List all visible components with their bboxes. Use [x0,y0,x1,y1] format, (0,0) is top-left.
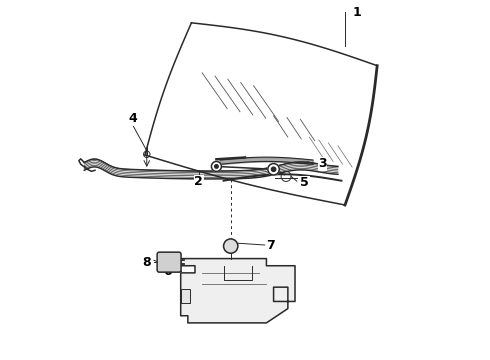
FancyBboxPatch shape [157,252,181,272]
Text: 6: 6 [164,265,172,278]
Circle shape [144,151,150,157]
Circle shape [215,165,218,168]
Polygon shape [181,258,295,323]
Text: 3: 3 [318,157,327,170]
Text: 7: 7 [267,239,275,252]
Circle shape [268,163,279,175]
Circle shape [281,171,291,181]
Circle shape [211,161,221,171]
Text: 5: 5 [300,176,309,189]
Text: 4: 4 [128,112,137,125]
Bar [181,289,190,303]
Text: 8: 8 [142,256,151,269]
Circle shape [271,167,276,171]
Text: 2: 2 [194,175,203,188]
Text: 1: 1 [352,6,361,19]
Circle shape [223,239,238,253]
